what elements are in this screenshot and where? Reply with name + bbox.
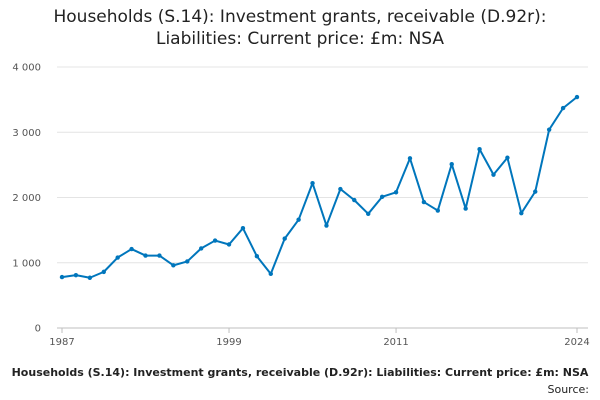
footer-series-title: Households (S.14): Investment grants, re…: [11, 366, 589, 379]
data-point: [171, 263, 176, 268]
data-point: [477, 147, 482, 152]
data-point: [212, 238, 218, 243]
data-point: [449, 162, 454, 167]
data-point: [463, 206, 468, 211]
data-point: [560, 105, 566, 111]
data-point: [366, 211, 371, 217]
data-point: [324, 223, 329, 228]
data-point: [310, 180, 315, 186]
data-point: [393, 190, 399, 195]
data-point: [59, 274, 65, 280]
chart-title-line-2: Liabilities: Current price: £m: NSA: [155, 29, 445, 49]
data-point: [533, 189, 538, 194]
data-point: [379, 194, 385, 200]
data-point: [115, 255, 120, 260]
data-point: [157, 253, 162, 258]
data-point: [338, 186, 343, 192]
data-point: [407, 156, 413, 161]
series-line: [61, 96, 578, 279]
data-point: [226, 242, 232, 247]
y-tick-label: 1 000: [12, 258, 41, 269]
data-point: [282, 236, 287, 241]
y-tick-label: 0: [35, 324, 41, 335]
y-tick-label: 2 000: [12, 193, 41, 204]
data-point: [101, 269, 106, 275]
chart-title: Households (S.14): Investment grants, re…: [0, 6, 600, 50]
data-point: [268, 271, 273, 277]
x-tick-label: 2011: [383, 337, 408, 348]
data-point: [546, 127, 552, 132]
data-point: [574, 94, 580, 100]
x-tick-label: 2024: [564, 337, 589, 348]
data-point: [185, 259, 190, 264]
data-point: [129, 246, 134, 252]
data-point: [352, 197, 357, 203]
data-point: [421, 199, 427, 205]
data-point: [491, 172, 496, 177]
data-point: [240, 225, 246, 231]
data-point: [87, 275, 93, 280]
data-point: [198, 246, 204, 251]
data-point: [73, 272, 79, 278]
y-tick-label: 4 000: [12, 63, 41, 74]
data-point: [505, 155, 510, 160]
footer-source: Source:: [547, 383, 590, 396]
data-point: [296, 217, 301, 222]
chart-title-line-1: Households (S.14): Investment grants, re…: [53, 7, 547, 27]
data-point: [519, 210, 524, 216]
x-tick-label: 1987: [49, 337, 74, 348]
data-point: [435, 208, 441, 213]
data-point: [143, 253, 148, 258]
y-tick-label: 3 000: [12, 128, 41, 139]
x-tick-label: 1999: [216, 337, 241, 348]
data-point: [254, 254, 260, 259]
